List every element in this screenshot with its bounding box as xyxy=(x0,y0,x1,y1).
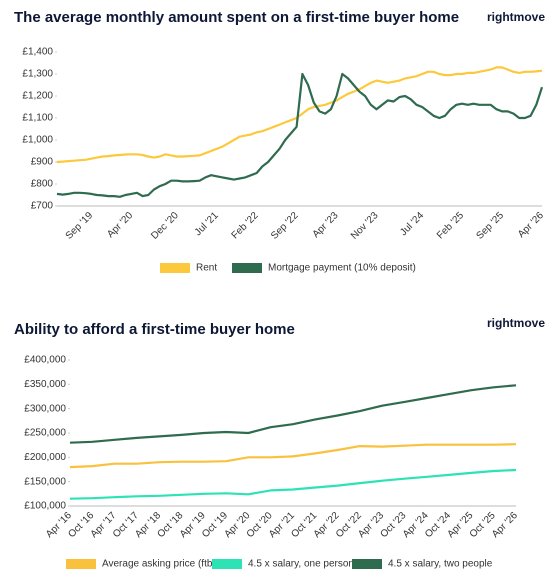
y-tick-label: £150,000 xyxy=(24,476,66,487)
brand: rightmove xyxy=(487,10,545,24)
x-tick-label: Apr '26 xyxy=(490,510,520,540)
x-tick-label: Nov '23 xyxy=(349,210,381,242)
legend-swatch xyxy=(212,559,242,569)
series-line xyxy=(69,384,517,444)
x-tick-label: Dec '20 xyxy=(149,210,181,242)
series-line xyxy=(69,443,517,469)
y-tick-label: £1,300 xyxy=(22,69,53,80)
legend-swatch xyxy=(66,559,96,569)
x-tick-label: Sep '25 xyxy=(475,210,507,242)
y-tick-label: £700 xyxy=(31,201,54,212)
y-tick-label: £900 xyxy=(31,157,54,168)
series-line xyxy=(69,468,517,500)
series-line xyxy=(56,66,543,164)
x-tick-label: Sep '19 xyxy=(64,210,96,242)
y-tick-label: £200,000 xyxy=(24,452,66,463)
y-tick-label: £100,000 xyxy=(24,501,66,512)
x-tick-label: Apr '23 xyxy=(311,210,341,240)
chart-title: Ability to afford a first-time buyer hom… xyxy=(14,321,295,338)
x-tick-label: Feb '25 xyxy=(435,210,466,241)
legend-swatch xyxy=(352,559,382,569)
y-tick-label: £1,200 xyxy=(22,91,53,102)
y-tick-label: £1,100 xyxy=(22,113,53,124)
series-line xyxy=(56,72,544,198)
legend-label: Average asking price (ftb) xyxy=(102,559,216,570)
y-tick-label: £400,000 xyxy=(24,355,66,366)
y-tick-label: £1,400 xyxy=(22,47,53,58)
y-tick-label: £350,000 xyxy=(24,379,66,390)
legend-label: Rent xyxy=(196,263,217,274)
chart-title: The average monthly amount spent on a fi… xyxy=(14,9,459,26)
y-tick-label: £800 xyxy=(31,179,54,190)
legend-label: 4.5 x salary, two people xyxy=(388,559,493,570)
y-tick-label: £1,000 xyxy=(22,135,53,146)
legend-swatch xyxy=(232,263,262,273)
legend-label: 4.5 x salary, one person xyxy=(248,559,354,570)
y-tick-label: £250,000 xyxy=(24,428,66,439)
legend-label: Mortgage payment (10% deposit) xyxy=(268,263,416,274)
x-tick-label: Jul '21 xyxy=(193,210,221,238)
x-tick-label: Apr '20 xyxy=(105,210,135,240)
brand: rightmove xyxy=(487,316,545,330)
x-tick-label: Apr '26 xyxy=(516,210,546,240)
x-tick-label: Feb '22 xyxy=(230,210,261,241)
x-tick-label: Jul '24 xyxy=(398,210,426,238)
y-tick-label: £300,000 xyxy=(24,403,66,414)
x-tick-label: Sep '22 xyxy=(269,210,301,242)
legend-swatch xyxy=(160,263,190,273)
